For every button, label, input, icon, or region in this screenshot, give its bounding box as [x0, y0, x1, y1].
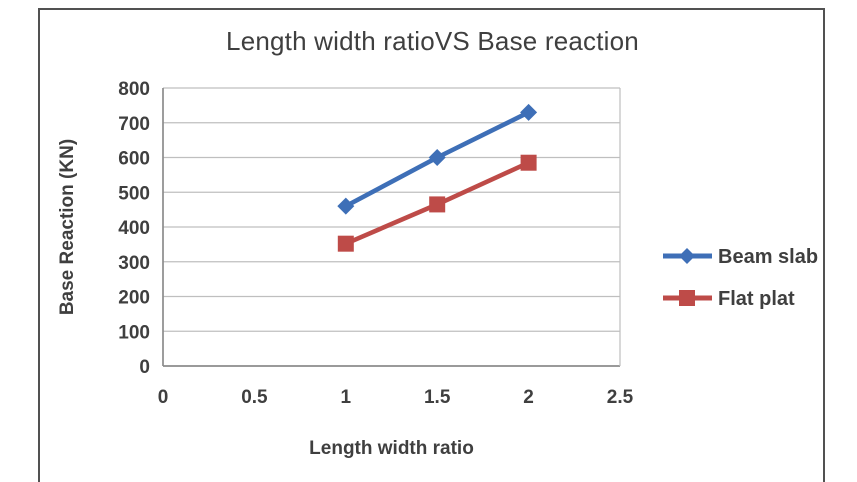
- legend-label-beam-slab: Beam slab: [718, 246, 818, 268]
- x-tick-label-2: 2: [523, 387, 534, 408]
- y-tick-label-300: 300: [118, 253, 150, 274]
- data-point-flat-plat-1: [429, 196, 446, 213]
- y-tick-label-0: 0: [139, 357, 150, 378]
- y-tick-label-400: 400: [118, 218, 150, 239]
- chart-outer-border: [38, 8, 825, 482]
- x-tick-label-1.5: 1.5: [424, 387, 451, 408]
- legend-swatch-beam-slab-marker-icon: [679, 248, 695, 264]
- y-tick-label-600: 600: [118, 149, 150, 170]
- data-point-flat-plat-2: [520, 154, 537, 171]
- y-tick-label-100: 100: [118, 322, 150, 343]
- y-tick-label-500: 500: [118, 183, 150, 204]
- legend-swatch-flat-plat-marker-icon: [679, 290, 695, 306]
- data-point-beam-slab-2: [520, 103, 538, 121]
- legend-label-flat-plat: Flat plat: [718, 288, 795, 310]
- chart-title: Length width ratioVS Base reaction: [226, 26, 639, 56]
- x-axis-title: Length width ratio: [309, 438, 474, 459]
- data-point-flat-plat-0: [337, 235, 354, 252]
- x-tick-label-0.5: 0.5: [241, 387, 268, 408]
- data-point-beam-slab-0: [337, 197, 355, 215]
- x-tick-label-2.5: 2.5: [607, 387, 634, 408]
- y-tick-label-200: 200: [118, 288, 150, 309]
- x-tick-label-1: 1: [341, 387, 352, 408]
- x-tick-label-0: 0: [158, 387, 169, 408]
- y-tick-label-800: 800: [118, 79, 150, 100]
- data-point-beam-slab-1: [428, 149, 446, 166]
- y-tick-label-700: 700: [118, 114, 150, 135]
